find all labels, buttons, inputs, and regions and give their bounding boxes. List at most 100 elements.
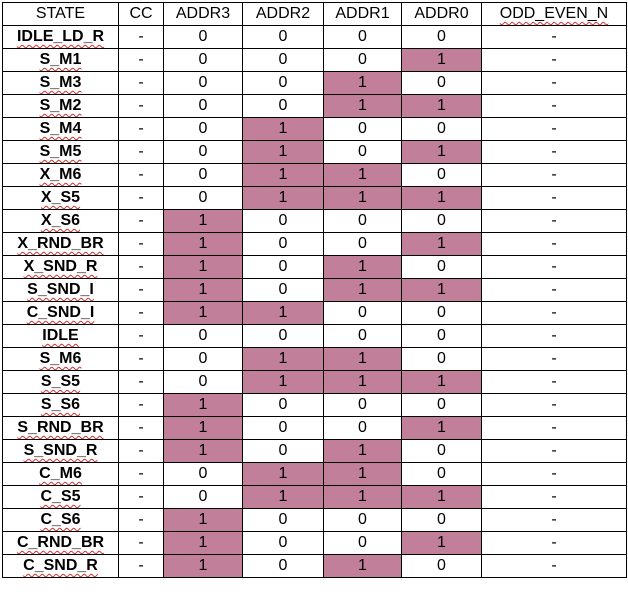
addr2-cell: 0 [242, 94, 324, 118]
cc-cell: - [118, 531, 164, 555]
addr0-cell: 0 [401, 347, 482, 371]
odd-even-n-cell: - [481, 370, 627, 394]
addr0-cell: 1 [401, 140, 482, 164]
addr0-cell: 0 [401, 301, 482, 325]
table-row: S_M5-0 1 0 1- [2, 140, 627, 164]
state-cell: S_M5 [2, 140, 119, 164]
addr3-cell: 0 [163, 462, 243, 486]
header-addr3: ADDR3 [163, 2, 243, 26]
addr0-cell: 1 [401, 186, 482, 210]
addr1-cell: 0 [323, 48, 402, 72]
odd-even-n-cell: - [481, 232, 627, 256]
table-row: IDLE_LD_R -0 0 0 0- [2, 25, 627, 49]
state-cell: C_M6 [2, 462, 119, 486]
state-cell: S_M4 [2, 117, 119, 141]
addr2-cell: 1 [242, 485, 324, 509]
header-row: STATE CC ADDR3 ADDR2 ADDR1 ADDR0 ODD_EVE… [2, 2, 627, 26]
cc-cell: - [118, 324, 164, 348]
odd-even-n-cell: - [481, 140, 627, 164]
state-label: C_S6 [40, 511, 81, 528]
addr1-cell: 0 [323, 117, 402, 141]
addr3-cell: 0 [163, 186, 243, 210]
addr1-cell: 1 [323, 255, 402, 279]
state-label: S_S5 [40, 373, 81, 390]
addr2-cell: 1 [242, 347, 324, 371]
odd-even-n-cell: - [481, 508, 627, 532]
state-label: S_S6 [40, 396, 81, 413]
addr1-cell: 0 [323, 531, 402, 555]
table-row: X_S5-0 1 1 1- [2, 186, 627, 210]
state-cell: IDLE [2, 324, 119, 348]
cc-cell: - [118, 48, 164, 72]
cc-cell: - [118, 140, 164, 164]
addr3-cell: 1 [163, 209, 243, 233]
cc-cell: - [118, 117, 164, 141]
cc-cell: - [118, 255, 164, 279]
addr0-cell: 0 [401, 163, 482, 187]
state-cell: S_M6 [2, 347, 119, 371]
odd-even-n-cell: - [481, 25, 627, 49]
state-cell: C_SND_R [2, 554, 119, 578]
header-cc: CC [118, 2, 164, 26]
odd-even-n-cell: - [481, 301, 627, 325]
addr2-cell: 0 [242, 554, 324, 578]
cc-cell: - [118, 209, 164, 233]
table-row: S_M6-0 1 1 0- [2, 347, 627, 371]
state-label: S_M1 [39, 51, 82, 68]
addr2-cell: 0 [242, 393, 324, 417]
cc-cell: - [118, 94, 164, 118]
cc-cell: - [118, 439, 164, 463]
state-label: S_SND_I [27, 281, 94, 298]
addr0-cell: 1 [401, 416, 482, 440]
header-odd-even-n: ODD_EVEN_N [481, 2, 627, 26]
addr1-cell: 1 [323, 485, 402, 509]
table-row: C_SND_R -1 0 1 0- [2, 554, 627, 578]
addr2-cell: 0 [242, 531, 324, 555]
table-row: S_SND_R -1 0 1 0- [2, 439, 627, 463]
addr0-cell: 0 [401, 554, 482, 578]
addr3-cell: 0 [163, 25, 243, 49]
table-row: C_RND_BR -1 0 0 1- [2, 531, 627, 555]
addr0-cell: 0 [401, 439, 482, 463]
table-row: X_S6-1 0 0 0- [2, 209, 627, 233]
addr2-cell: 1 [242, 462, 324, 486]
state-label: X_RND_BR [17, 235, 104, 252]
addr1-cell: 1 [323, 462, 402, 486]
addr3-cell: 0 [163, 485, 243, 509]
table-row: C_M6-0 1 1 0- [2, 462, 627, 486]
state-cell: X_SND_R [2, 255, 119, 279]
addr0-cell: 1 [401, 278, 482, 302]
state-cell: S_S6 [2, 393, 119, 417]
state-label: S_RND_BR [17, 419, 104, 436]
state-cell: C_SND_I [2, 301, 119, 325]
addr2-cell: 1 [242, 301, 324, 325]
addr0-cell: 0 [401, 508, 482, 532]
state-label: IDLE [42, 327, 79, 344]
state-label: X_M6 [39, 166, 82, 183]
cc-cell: - [118, 508, 164, 532]
addr2-cell: 0 [242, 508, 324, 532]
state-cell: X_S6 [2, 209, 119, 233]
addr2-cell: 1 [242, 370, 324, 394]
odd-even-n-cell: - [481, 347, 627, 371]
table-row: C_SND_I -1 1 0 0- [2, 301, 627, 325]
state-cell: S_SND_R [2, 439, 119, 463]
table-row: S_M4-0 1 0 0- [2, 117, 627, 141]
addr2-cell: 0 [242, 416, 324, 440]
table-row: S_S6-1 0 0 0- [2, 393, 627, 417]
cc-cell: - [118, 186, 164, 210]
addr3-cell: 0 [163, 347, 243, 371]
odd-even-n-cell: - [481, 117, 627, 141]
addr0-cell: 1 [401, 531, 482, 555]
state-cell: S_M1 [2, 48, 119, 72]
cc-cell: - [118, 347, 164, 371]
addr1-cell: 0 [323, 25, 402, 49]
state-label: IDLE_LD_R [16, 28, 105, 45]
cc-cell: - [118, 416, 164, 440]
addr1-cell: 1 [323, 71, 402, 95]
addr3-cell: 0 [163, 117, 243, 141]
cc-cell: - [118, 554, 164, 578]
addr2-cell: 1 [242, 117, 324, 141]
addr1-cell: 0 [323, 232, 402, 256]
addr0-cell: 0 [401, 209, 482, 233]
